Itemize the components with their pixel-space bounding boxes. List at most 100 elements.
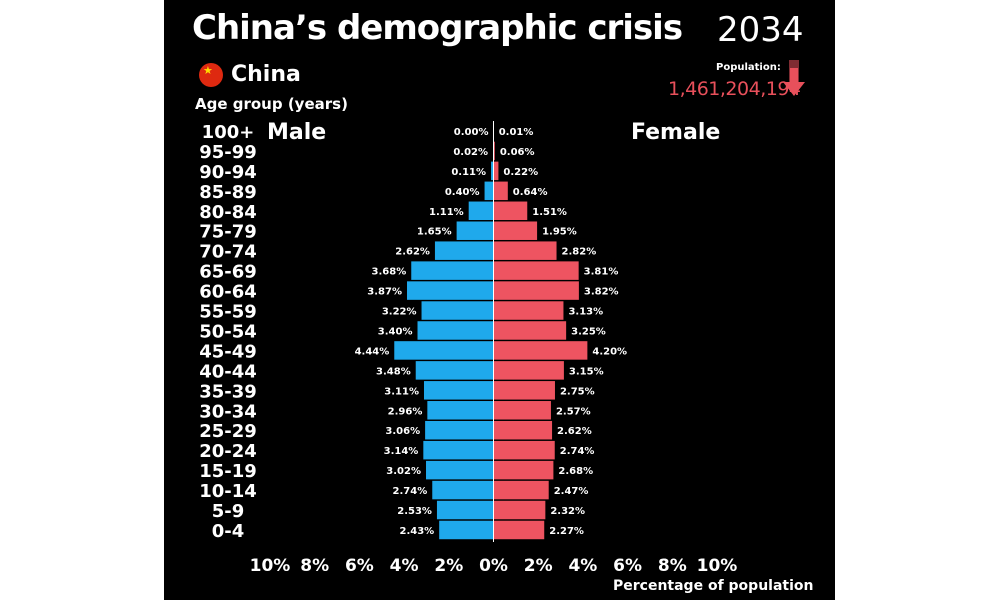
female-value-label: 0.01%: [499, 127, 534, 138]
female-bar: [493, 321, 567, 340]
male-value-label: 1.65%: [417, 227, 452, 238]
male-bar: [491, 161, 494, 181]
female-value-label: 3.13%: [568, 307, 603, 318]
female-bar: [493, 381, 555, 400]
male-bar: [411, 261, 494, 280]
female-value-label: 2.68%: [558, 466, 593, 477]
female-value-label: 4.20%: [592, 346, 627, 357]
x-tick-label: 6%: [345, 556, 374, 576]
x-tick-label: 2%: [434, 556, 463, 576]
female-value-label: 2.62%: [557, 426, 592, 437]
age-group-label: 15-19: [199, 461, 257, 482]
x-tick-label: 0%: [479, 556, 508, 576]
age-group-label: 20-24: [199, 441, 257, 462]
age-group-label: 0-4: [212, 521, 245, 542]
male-bar: [421, 301, 494, 320]
male-bar: [394, 341, 494, 360]
female-bar: [493, 161, 499, 181]
female-bar: [493, 480, 549, 500]
female-value-label: 0.64%: [513, 187, 548, 198]
female-value-label: 0.06%: [500, 147, 535, 158]
age-group-label: 45-49: [199, 341, 257, 362]
male-value-label: 3.14%: [384, 446, 419, 457]
country-name: China: [231, 62, 301, 87]
female-bar: [493, 520, 545, 540]
female-value-label: 3.81%: [584, 267, 619, 278]
down-arrow-icon: [783, 60, 805, 96]
country-heading: China: [199, 62, 301, 87]
male-bar: [468, 201, 494, 221]
male-bar: [426, 460, 494, 480]
female-bar: [493, 361, 564, 380]
male-value-label: 3.40%: [378, 326, 413, 337]
age-group-label: 35-39: [199, 381, 257, 402]
male-bar: [456, 221, 494, 240]
female-bar: [493, 301, 564, 320]
male-series-label: Male: [267, 120, 327, 145]
age-group-label: 65-69: [199, 262, 257, 283]
female-bar: [493, 500, 546, 520]
female-value-label: 3.82%: [584, 287, 619, 298]
male-bar: [434, 241, 494, 260]
age-group-label: 10-14: [199, 481, 257, 502]
age-group-label: 5-9: [212, 501, 245, 522]
male-value-label: 2.96%: [388, 406, 423, 417]
female-bar: [493, 201, 528, 221]
age-group-label: 85-89: [199, 182, 257, 203]
male-bar: [484, 181, 494, 201]
male-bar: [415, 361, 494, 380]
female-bar: [493, 141, 495, 161]
male-value-label: 3.48%: [376, 366, 411, 377]
male-bar: [407, 281, 494, 300]
age-group-label: 30-34: [199, 401, 257, 422]
x-axis-title: Percentage of population: [613, 578, 814, 594]
male-value-label: 0.00%: [454, 127, 489, 138]
female-value-label: 3.15%: [569, 366, 604, 377]
male-value-label: 2.74%: [393, 486, 428, 497]
female-bar: [493, 221, 538, 240]
year-label: 2034: [717, 10, 804, 50]
y-axis-title: Age group (years): [195, 95, 348, 113]
age-group-label: 25-29: [199, 421, 257, 442]
age-group-label: 100+: [202, 122, 255, 143]
male-bar: [417, 321, 494, 340]
age-group-label: 60-64: [199, 282, 257, 303]
female-value-label: 2.47%: [554, 486, 589, 497]
chart-panel: [164, 0, 835, 600]
x-tick-label: 8%: [300, 556, 329, 576]
female-bar: [493, 241, 557, 260]
x-tick-label: 4%: [568, 556, 597, 576]
age-group-label: 75-79: [199, 222, 257, 243]
x-tick-label: 8%: [658, 556, 687, 576]
x-tick-label: 4%: [390, 556, 419, 576]
age-group-label: 55-59: [199, 302, 257, 323]
age-group-label: 80-84: [199, 202, 257, 223]
female-bar: [493, 341, 588, 360]
male-value-label: 3.68%: [372, 267, 407, 278]
female-value-label: 1.51%: [532, 207, 567, 218]
male-value-label: 2.62%: [395, 247, 430, 258]
population-label: Population:: [716, 62, 781, 73]
china-flag-icon: [199, 62, 223, 87]
x-tick-label: 6%: [613, 556, 642, 576]
male-bar: [432, 480, 494, 500]
male-value-label: 0.11%: [451, 167, 486, 178]
female-value-label: 0.22%: [503, 167, 538, 178]
male-bar: [423, 440, 494, 460]
female-value-label: 2.32%: [550, 506, 585, 517]
age-group-label: 70-74: [199, 242, 257, 263]
male-bar: [423, 381, 494, 400]
male-value-label: 4.44%: [355, 346, 390, 357]
age-group-label: 40-44: [199, 361, 257, 382]
male-bar: [427, 401, 494, 420]
female-series-label: Female: [631, 120, 721, 145]
age-group-label: 95-99: [199, 142, 257, 163]
male-value-label: 3.22%: [382, 307, 417, 318]
x-tick-label: 10%: [250, 556, 291, 576]
male-bar: [436, 500, 494, 520]
male-value-label: 2.43%: [399, 526, 434, 537]
female-bar: [493, 261, 579, 280]
male-value-label: 3.02%: [386, 466, 421, 477]
